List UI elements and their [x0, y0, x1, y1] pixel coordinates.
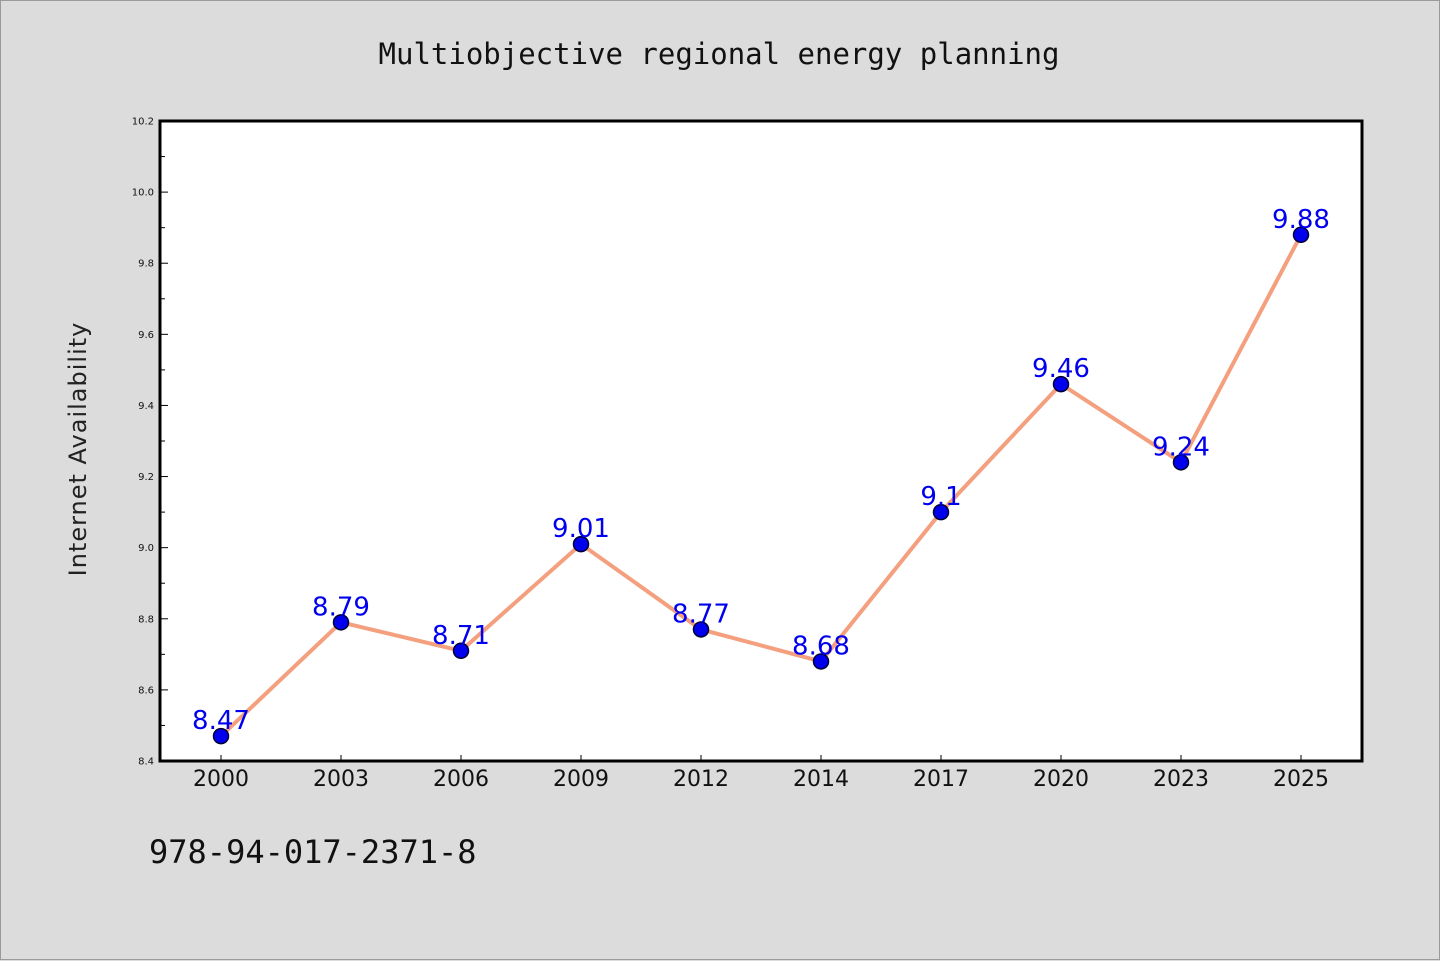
x-tick-label: 2017: [913, 767, 969, 792]
data-point: [1292, 226, 1310, 244]
data-point: [692, 621, 710, 638]
y-tick-label: 9.4: [138, 401, 154, 412]
y-tick-label: 8.4: [138, 757, 154, 768]
x-tick-label: 2014: [793, 767, 849, 792]
x-tick-label: 2020: [1033, 767, 1089, 792]
x-tick-label: 2000: [193, 767, 249, 792]
x-tick-label: 2006: [433, 767, 489, 792]
data-label: 8.71: [432, 621, 490, 651]
data-label: 8.77: [672, 599, 730, 629]
isbn-text: 978-94-017-2371-8: [149, 833, 477, 871]
data-label: 9.88: [1272, 205, 1330, 235]
data-point: [812, 653, 830, 670]
chart-title: Multiobjective regional energy planning: [379, 37, 1060, 71]
data-point: [452, 642, 470, 660]
y-tick-label: 9.2: [138, 472, 154, 483]
y-tick-label: 8.8: [138, 614, 154, 625]
data-label: 9.24: [1152, 432, 1210, 462]
y-tick-label: 8.6: [138, 685, 154, 696]
x-tick-label: 2025: [1273, 767, 1329, 792]
y-tick-label: 10.2: [132, 117, 154, 128]
data-label: 9.46: [1032, 354, 1090, 384]
plot-area: [160, 121, 1362, 761]
data-label: 8.79: [312, 592, 370, 622]
plot-frame: [158, 119, 1364, 763]
y-axis-label: Internet Availability: [64, 322, 92, 577]
data-point: [932, 503, 950, 521]
data-point: [1172, 454, 1190, 471]
x-tick-label: 2009: [553, 767, 609, 792]
series-layer: 8.47 8.79 8.71 9.01 8.77 8.68 9.1 9.46 9.24 9.88: [192, 205, 1330, 745]
y-tick-label: 9.6: [138, 330, 154, 341]
series-line: [219, 233, 1303, 738]
x-tick-label: 2003: [313, 767, 369, 792]
x-tick-label: 2023: [1153, 767, 1209, 792]
data-label: 8.47: [192, 706, 250, 736]
y-tick-label: 10.0: [132, 188, 154, 199]
data-point: [572, 535, 590, 553]
data-point: [332, 614, 350, 631]
data-point: [212, 727, 230, 745]
y-tick-label: 9.0: [138, 543, 154, 554]
x-axis-ticks: 2000 2003 2006 2009 2012 2014 2017 2020 2023 2025: [193, 755, 1329, 792]
x-tick-label: 2012: [673, 767, 729, 792]
data-point: [1052, 375, 1070, 393]
data-label: 9.1: [920, 482, 961, 512]
data-label: 8.68: [792, 631, 850, 661]
y-tick-label: 9.8: [138, 259, 154, 270]
data-label: 9.01: [552, 514, 610, 544]
